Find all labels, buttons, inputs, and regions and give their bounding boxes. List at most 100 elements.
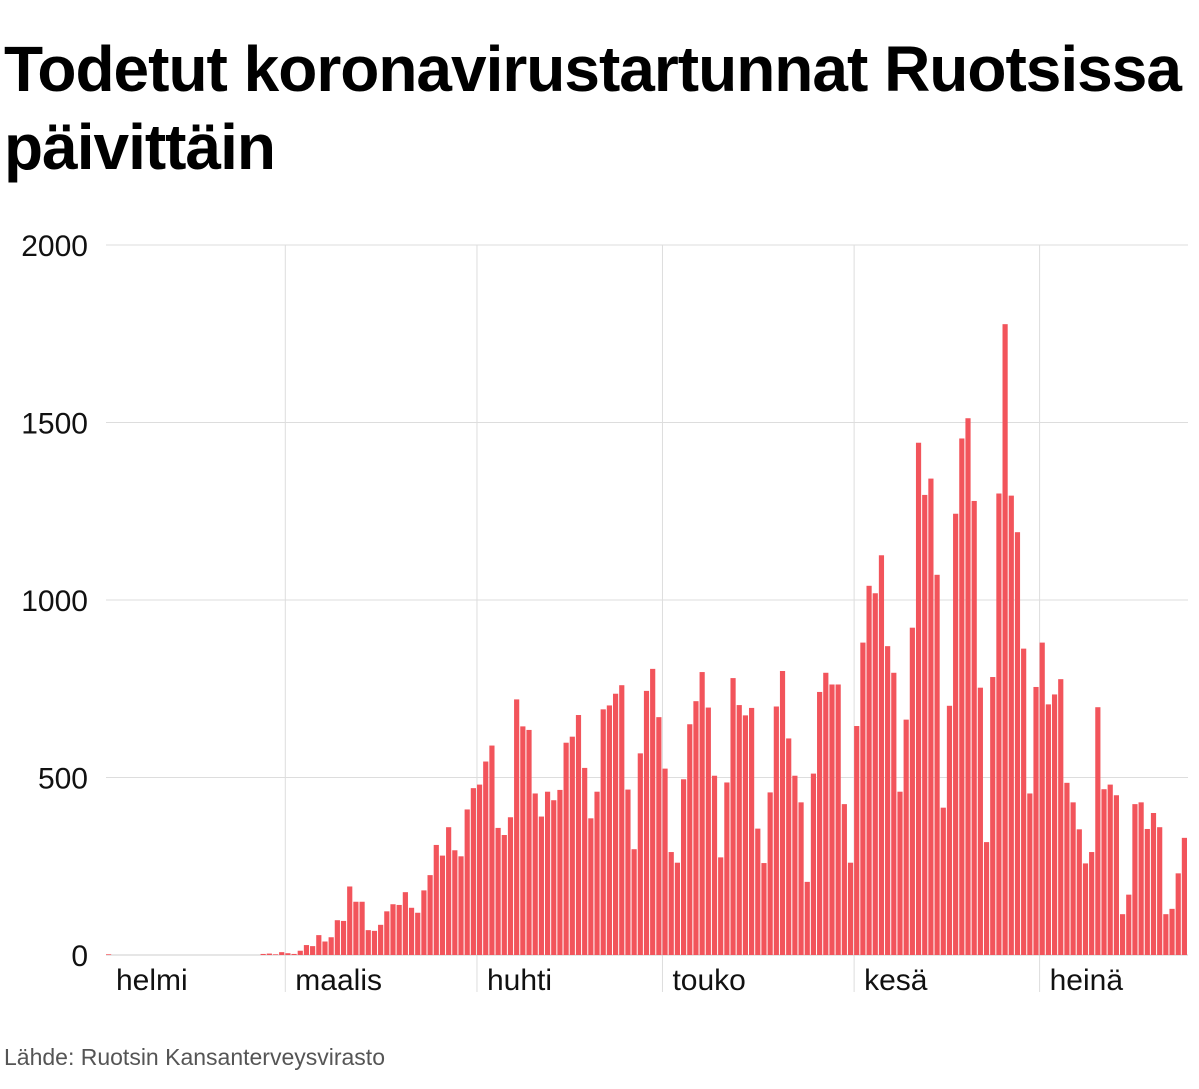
bar (878, 555, 885, 955)
bar (322, 941, 328, 955)
bar (544, 791, 551, 955)
bar (427, 875, 433, 955)
bar (625, 789, 631, 955)
bar (1101, 789, 1107, 955)
bar (551, 800, 557, 955)
bar (1070, 802, 1076, 955)
bar (866, 585, 872, 955)
bar (476, 784, 483, 955)
bar (742, 715, 749, 955)
bar (699, 672, 705, 955)
bar (959, 438, 965, 956)
bar (272, 954, 279, 955)
bar (1119, 914, 1126, 955)
bar (1027, 793, 1033, 955)
bar (1014, 532, 1021, 955)
bar (656, 717, 662, 955)
x-tick-label: kesä (864, 964, 928, 997)
bar (303, 945, 310, 955)
bar (1169, 908, 1175, 955)
bar (891, 672, 897, 955)
bar (600, 709, 606, 955)
y-axis: 0 500 1000 1500 2000 (21, 230, 88, 973)
bar (421, 890, 427, 955)
bar (612, 693, 619, 955)
bar (631, 849, 637, 955)
bar (334, 920, 340, 955)
bar (934, 574, 940, 955)
bar (266, 953, 272, 955)
bar (1107, 784, 1113, 955)
bar (328, 937, 334, 955)
bar (792, 775, 798, 955)
bar (872, 593, 878, 955)
bar (965, 418, 971, 955)
bar (384, 911, 390, 955)
bar (928, 478, 934, 955)
bar (990, 677, 996, 955)
bar (668, 852, 674, 955)
bar (446, 827, 452, 955)
bar (1126, 894, 1132, 955)
bar (402, 892, 408, 955)
bar (687, 724, 693, 955)
bar (1021, 648, 1027, 955)
bar (1076, 829, 1082, 955)
bar (897, 791, 903, 955)
bar (390, 904, 396, 955)
bar (909, 627, 915, 955)
bar (588, 818, 594, 955)
bar (971, 500, 977, 955)
bar (736, 705, 742, 955)
bar (532, 793, 538, 955)
bar (582, 767, 588, 955)
bar (693, 701, 699, 955)
bar (662, 768, 668, 955)
y-tick-label: 1000 (21, 585, 88, 618)
bar (767, 792, 773, 955)
x-tick-label: helmi (116, 964, 188, 997)
bar (483, 761, 489, 955)
bar (526, 729, 532, 955)
bar (946, 705, 953, 955)
bar (507, 817, 514, 955)
y-tick-label: 0 (71, 940, 88, 973)
x-tick-label: maalis (295, 964, 382, 997)
bar (1095, 707, 1101, 955)
bar (779, 671, 786, 955)
bar (1163, 914, 1169, 955)
bar (841, 804, 847, 955)
bar (279, 952, 285, 955)
bar (1157, 827, 1163, 955)
bar (557, 789, 563, 955)
bar (996, 493, 1002, 955)
bar (347, 886, 353, 955)
bar (464, 809, 470, 955)
bar (847, 862, 854, 955)
bar (705, 707, 711, 955)
source-note: Lähde: Ruotsin Kansanterveysvirasto (4, 1044, 385, 1070)
bar (538, 816, 544, 955)
bar (835, 684, 841, 955)
bar (495, 827, 501, 955)
bar (922, 494, 928, 955)
bar (433, 844, 439, 955)
bar (643, 690, 650, 955)
bar (452, 850, 458, 955)
bar-layer (106, 324, 1187, 956)
bar (773, 706, 779, 955)
x-tick-label: huhti (487, 964, 552, 997)
bar (1002, 324, 1008, 955)
bar (650, 668, 656, 955)
bar (718, 857, 724, 955)
bar (458, 856, 464, 955)
bar (637, 753, 643, 955)
y-tick-label: 1500 (21, 408, 88, 441)
bar (1082, 863, 1089, 955)
bar (1058, 679, 1064, 955)
chart-title: Todetut koronavirustartunnat Ruotsissa p… (4, 33, 1182, 183)
bar (1033, 686, 1039, 955)
bar (569, 736, 575, 955)
bar (310, 946, 316, 955)
bar (291, 953, 297, 955)
